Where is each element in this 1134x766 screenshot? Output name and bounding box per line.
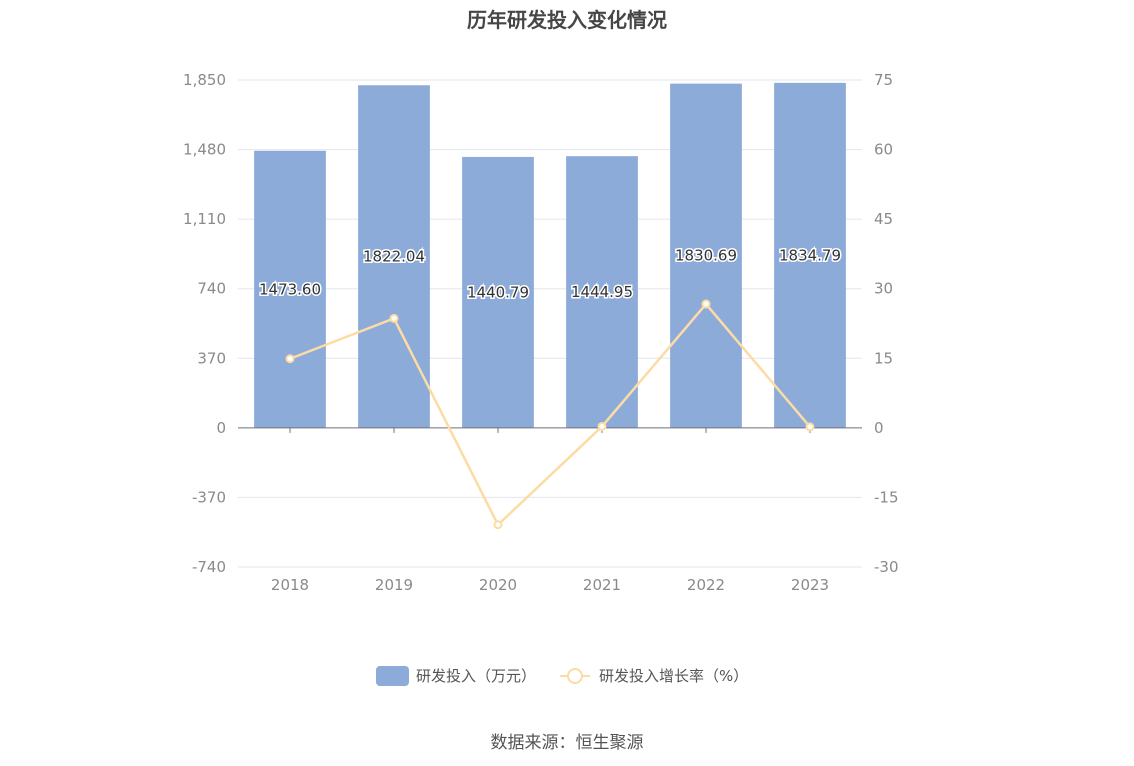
y-right-tick-label: 30 bbox=[874, 280, 893, 298]
growth-rate-point-2022 bbox=[701, 299, 711, 309]
bar-2019 bbox=[358, 85, 430, 428]
legend-bar-label: 研发投入（万元） bbox=[416, 667, 536, 685]
growth-rate-point-2021 bbox=[597, 421, 607, 431]
growth-rate-point-2023 bbox=[805, 422, 815, 432]
source-note: 数据来源：恒生聚源 bbox=[490, 733, 644, 753]
x-tick-label: 2018 bbox=[271, 576, 309, 594]
bar-value-label: 1834.79 bbox=[779, 246, 841, 264]
y-left-tick-label: 740 bbox=[197, 280, 226, 298]
y-left-tick-label: 0 bbox=[216, 419, 226, 437]
legend[interactable]: 研发投入（万元） 研发投入增长率（%） bbox=[376, 666, 748, 686]
x-tick-label: 2023 bbox=[791, 576, 829, 594]
bar-value-label: 1830.69 bbox=[675, 247, 737, 265]
y-left-tick-label: 1,110 bbox=[183, 210, 226, 228]
axes: -740 -370 0 370 740 1,110 1,480 1,850 -30 -15 0 15 3… bbox=[183, 71, 898, 594]
y-right-tick-label: -15 bbox=[874, 488, 899, 506]
y-right-tick-label: 60 bbox=[874, 141, 893, 159]
bar-2020 bbox=[462, 156, 534, 428]
y-right-tick-label: 15 bbox=[874, 349, 893, 367]
growth-rate-point-2020 bbox=[493, 520, 503, 530]
bar-2021 bbox=[566, 156, 638, 428]
bar-2022 bbox=[670, 83, 742, 428]
legend-bar-swatch bbox=[376, 666, 409, 686]
bar-value-label: 1444.95 bbox=[571, 283, 633, 301]
bar-value-label: 1440.79 bbox=[467, 283, 529, 301]
growth-rate-point-2019 bbox=[389, 313, 399, 323]
bar-2023 bbox=[774, 82, 846, 428]
y-right-tick-label: -30 bbox=[874, 558, 899, 576]
legend-line-marker bbox=[567, 668, 583, 684]
y-left-tick-label: 370 bbox=[197, 349, 226, 367]
x-tick-label: 2021 bbox=[583, 576, 621, 594]
y-right-tick-label: 0 bbox=[874, 419, 884, 437]
chart-title: 历年研发投入变化情况 bbox=[467, 8, 667, 32]
growth-rate-line bbox=[289, 302, 811, 527]
y-left-tick-label: 1,480 bbox=[183, 141, 226, 159]
data-labels: 1473.60 1822.04 1440.79 1444.95 1830.69 1834.… bbox=[257, 245, 842, 303]
y-right-tick-label: 75 bbox=[874, 71, 893, 89]
y-left-tick-label: -370 bbox=[192, 488, 226, 506]
x-tick-label: 2022 bbox=[687, 576, 725, 594]
x-tick-label: 2019 bbox=[375, 576, 413, 594]
bar-series bbox=[254, 82, 846, 428]
y-left-tick-label: -740 bbox=[192, 558, 226, 576]
y-left-tick-label: 1,850 bbox=[183, 71, 226, 89]
grid-lines bbox=[238, 79, 862, 568]
growth-rate-point-2018 bbox=[285, 354, 295, 364]
y-right-tick-label: 45 bbox=[874, 210, 893, 228]
bar-value-label: 1473.60 bbox=[259, 280, 321, 298]
x-tick-label: 2020 bbox=[479, 576, 517, 594]
bar-2018 bbox=[254, 150, 326, 428]
line-series bbox=[285, 299, 815, 530]
bar-value-label: 1822.04 bbox=[363, 248, 425, 266]
legend-line-label: 研发投入增长率（%） bbox=[599, 667, 748, 685]
